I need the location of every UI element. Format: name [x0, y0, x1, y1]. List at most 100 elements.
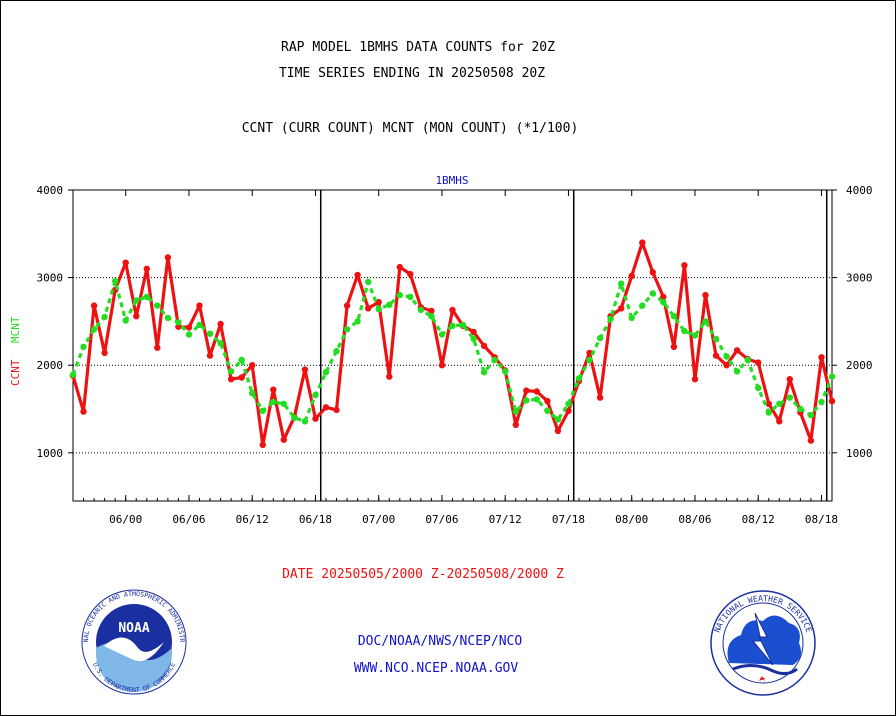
point-ccnt-59	[691, 376, 699, 383]
x-tick-label-10: 08/12	[742, 513, 775, 526]
point-ccnt-53	[628, 272, 635, 280]
point-ccnt-65	[755, 359, 762, 366]
point-ccnt-30	[386, 373, 393, 380]
point-mcnt-61	[712, 335, 720, 343]
point-ccnt-47	[565, 407, 572, 414]
point-ccnt-52	[618, 305, 625, 312]
point-mcnt-17	[249, 390, 256, 397]
point-ccnt-42	[512, 421, 519, 428]
point-mcnt-40	[491, 356, 498, 364]
nws-logo[interactable]: NATIONAL WEATHER SERVICE	[710, 590, 816, 696]
point-mcnt-47	[565, 400, 572, 407]
point-mcnt-60	[702, 318, 709, 325]
y-tick-label-left-2000: 2000	[37, 359, 64, 372]
point-mcnt-29	[375, 305, 382, 313]
point-mcnt-1	[80, 343, 87, 350]
nco-link-url[interactable]: WWW.NCO.NCEP.NOAA.GOV	[354, 661, 519, 676]
point-mcnt-10	[175, 319, 182, 326]
point-mcnt-38	[470, 335, 477, 343]
point-mcnt-21	[291, 414, 298, 421]
point-mcnt-16	[238, 356, 245, 364]
point-ccnt-70	[807, 437, 815, 444]
point-mcnt-12	[196, 321, 203, 329]
point-mcnt-71	[818, 398, 825, 406]
point-ccnt-56	[660, 293, 667, 301]
point-ccnt-31	[396, 263, 403, 271]
x-tick-label-6: 07/12	[489, 513, 522, 526]
x-tick-label-5: 07/06	[425, 513, 458, 526]
point-mcnt-6	[133, 297, 140, 304]
point-mcnt-66	[765, 409, 772, 416]
point-mcnt-72	[828, 373, 836, 380]
point-mcnt-59	[691, 332, 699, 339]
point-ccnt-29	[375, 298, 382, 306]
point-mcnt-3	[101, 313, 108, 321]
point-mcnt-49	[586, 356, 593, 364]
point-mcnt-69	[797, 405, 804, 413]
point-ccnt-8	[154, 344, 161, 351]
x-tick-label-0: 06/00	[109, 513, 142, 526]
y-axis-label-mcnt: MCNT	[9, 316, 22, 343]
point-mcnt-33	[417, 306, 425, 314]
point-ccnt-72	[828, 397, 836, 405]
point-ccnt-36	[449, 306, 456, 314]
point-mcnt-65	[755, 384, 762, 392]
point-mcnt-51	[607, 315, 614, 322]
chart-title-line2: TIME SERIES ENDING IN 20250508 20Z	[279, 66, 545, 81]
x-tick-label-7: 07/18	[552, 513, 585, 526]
point-mcnt-24	[322, 369, 330, 376]
nco-link-path[interactable]: DOC/NOAA/NWS/NCEP/NCO	[358, 634, 523, 649]
point-mcnt-54	[639, 302, 646, 309]
point-ccnt-5	[122, 259, 129, 266]
x-tick-label-4: 07/00	[362, 513, 395, 526]
point-mcnt-7	[143, 293, 150, 301]
point-mcnt-43	[523, 397, 530, 404]
point-mcnt-18	[259, 407, 266, 414]
point-mcnt-55	[649, 290, 656, 297]
y-tick-label-left-4000: 4000	[37, 184, 64, 197]
point-ccnt-39	[480, 342, 488, 350]
point-ccnt-34	[428, 307, 435, 315]
point-ccnt-20	[280, 436, 287, 443]
point-ccnt-44	[533, 388, 540, 395]
point-mcnt-45	[544, 407, 551, 414]
point-ccnt-46	[554, 427, 562, 435]
point-mcnt-13	[206, 330, 214, 337]
point-ccnt-10	[175, 323, 182, 330]
point-ccnt-61	[712, 352, 720, 359]
noaa-logo[interactable]: NOAA NATIONAL OCEANIC AND ATMOSPHERIC AD…	[81, 589, 187, 695]
point-mcnt-50	[596, 334, 604, 342]
point-mcnt-2	[90, 326, 98, 333]
point-mcnt-62	[723, 353, 730, 360]
point-mcnt-11	[185, 331, 193, 338]
point-ccnt-7	[143, 265, 150, 272]
point-mcnt-52	[618, 280, 625, 287]
point-mcnt-30	[386, 301, 393, 308]
point-ccnt-3	[101, 349, 108, 357]
point-ccnt-18	[259, 441, 266, 449]
point-mcnt-36	[449, 322, 456, 329]
point-mcnt-67	[776, 400, 783, 407]
point-ccnt-22	[301, 366, 309, 373]
point-ccnt-27	[354, 271, 361, 279]
point-mcnt-8	[154, 302, 161, 309]
point-ccnt-23	[312, 415, 319, 422]
point-ccnt-17	[249, 362, 256, 369]
point-mcnt-5	[122, 317, 129, 324]
x-tick-label-9: 08/06	[678, 513, 711, 526]
point-mcnt-53	[628, 314, 635, 322]
point-mcnt-23	[312, 391, 319, 399]
point-ccnt-71	[818, 354, 825, 361]
point-ccnt-57	[670, 343, 678, 350]
point-mcnt-48	[575, 375, 583, 382]
point-ccnt-32	[407, 270, 414, 278]
y-tick-label-right-2000: 2000	[846, 359, 873, 372]
point-ccnt-11	[185, 324, 193, 331]
point-mcnt-31	[396, 291, 403, 299]
point-ccnt-25	[333, 406, 340, 414]
point-mcnt-42	[512, 408, 519, 415]
point-mcnt-26	[343, 326, 351, 333]
point-ccnt-55	[649, 269, 656, 276]
point-ccnt-43	[523, 387, 530, 394]
